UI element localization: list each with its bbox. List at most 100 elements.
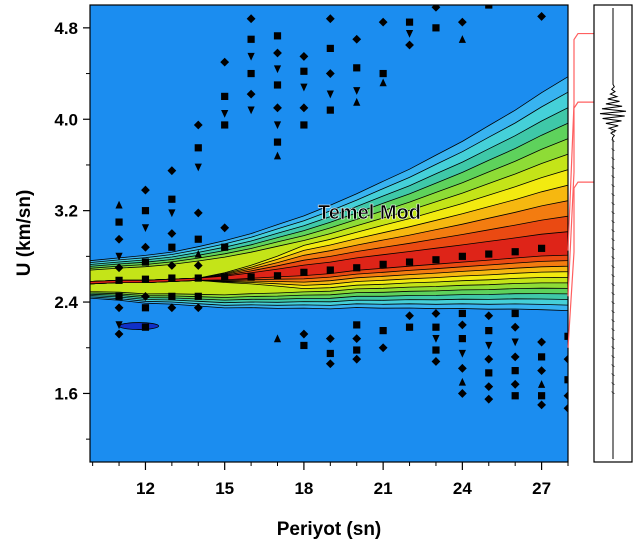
seismogram-noise <box>611 337 615 340</box>
ridge-point <box>141 275 150 283</box>
data-point <box>458 309 466 318</box>
seismogram-noise <box>611 355 615 358</box>
data-point <box>141 304 150 312</box>
seismogram-noise <box>611 364 615 367</box>
data-point <box>352 334 362 344</box>
data-point <box>564 332 568 340</box>
seismogram-noise <box>611 148 615 151</box>
data-point <box>485 369 493 377</box>
ridge-point <box>485 250 493 258</box>
data-point <box>485 327 493 335</box>
data-point <box>194 235 202 243</box>
ridge-point <box>537 244 546 252</box>
data-point <box>537 380 546 388</box>
data-point <box>537 400 546 410</box>
red-link <box>567 101 594 297</box>
data-point <box>221 243 229 251</box>
data-point <box>326 106 334 114</box>
data-point <box>273 121 282 130</box>
data-point <box>353 87 361 95</box>
blob-shape <box>118 322 160 330</box>
data-point <box>537 366 546 375</box>
data-point <box>141 224 150 232</box>
data-point <box>510 352 520 362</box>
seismogram-noise <box>611 202 615 205</box>
data-point <box>273 65 282 74</box>
seismogram-line <box>599 8 627 459</box>
data-point <box>537 337 546 347</box>
seismogram-noise <box>611 310 615 313</box>
data-point <box>299 329 309 339</box>
seismogram-noise <box>611 211 615 214</box>
data-point <box>458 349 466 358</box>
ridge-point <box>221 273 229 281</box>
data-point <box>193 303 203 313</box>
data-point <box>221 109 229 118</box>
picked-points <box>114 5 568 413</box>
data-point <box>432 335 440 343</box>
data-point <box>114 329 124 339</box>
seismogram-noise <box>611 229 615 232</box>
data-point <box>325 359 335 369</box>
x-axis-label: Periyot (sn) <box>277 519 382 540</box>
data-point <box>563 403 568 413</box>
data-point <box>167 229 177 238</box>
seismogram-trace <box>599 8 627 459</box>
data-point <box>378 343 388 353</box>
y-tick-label: 2.4 <box>54 293 78 312</box>
data-point <box>168 243 176 251</box>
red-link-lines <box>567 32 594 348</box>
ridge-point <box>115 276 123 284</box>
data-point <box>273 103 282 113</box>
data-point <box>511 392 519 400</box>
data-point <box>273 151 282 160</box>
data-point <box>353 321 361 329</box>
data-point <box>510 379 520 389</box>
seismogram-noise <box>611 139 615 142</box>
data-point <box>115 218 123 226</box>
ridge-point <box>194 274 202 282</box>
data-point <box>168 292 176 300</box>
data-point <box>405 18 414 26</box>
data-point <box>511 338 519 347</box>
seismogram-noise <box>611 292 615 295</box>
data-point <box>115 252 123 261</box>
y-tick-label: 3.2 <box>54 202 78 221</box>
data-point <box>115 292 123 300</box>
data-point <box>458 335 466 343</box>
ridge-point <box>511 248 519 256</box>
data-point <box>431 5 441 12</box>
ridge-point <box>379 260 387 268</box>
data-point <box>458 35 466 43</box>
data-point <box>194 163 202 172</box>
data-point <box>141 242 150 252</box>
data-point <box>247 52 255 61</box>
x-tick-label: 12 <box>136 479 155 498</box>
data-point <box>247 106 255 115</box>
data-point <box>167 261 177 270</box>
ridge-point <box>168 274 176 282</box>
data-point <box>484 311 494 321</box>
data-point <box>352 34 362 44</box>
y-tick-label: 4.8 <box>54 19 78 38</box>
seismogram-noise <box>611 328 615 331</box>
data-point <box>563 391 568 401</box>
red-link <box>567 32 594 251</box>
data-point <box>273 334 282 343</box>
y-axis-label: U (km/sn) <box>14 190 35 277</box>
data-point <box>457 389 467 398</box>
seismogram-noise <box>611 382 615 385</box>
seismogram-noise <box>611 301 615 304</box>
ridge-point <box>273 272 282 280</box>
data-point <box>537 392 546 400</box>
data-point <box>379 327 387 335</box>
seismogram-noise <box>611 346 615 349</box>
data-point <box>299 52 309 61</box>
plot-frame <box>89 4 569 463</box>
ridge-point <box>326 266 334 274</box>
low-energy-blob <box>118 322 160 330</box>
ridge-point <box>300 268 308 276</box>
seismogram-noise <box>611 391 615 394</box>
ridge-point <box>247 273 255 281</box>
